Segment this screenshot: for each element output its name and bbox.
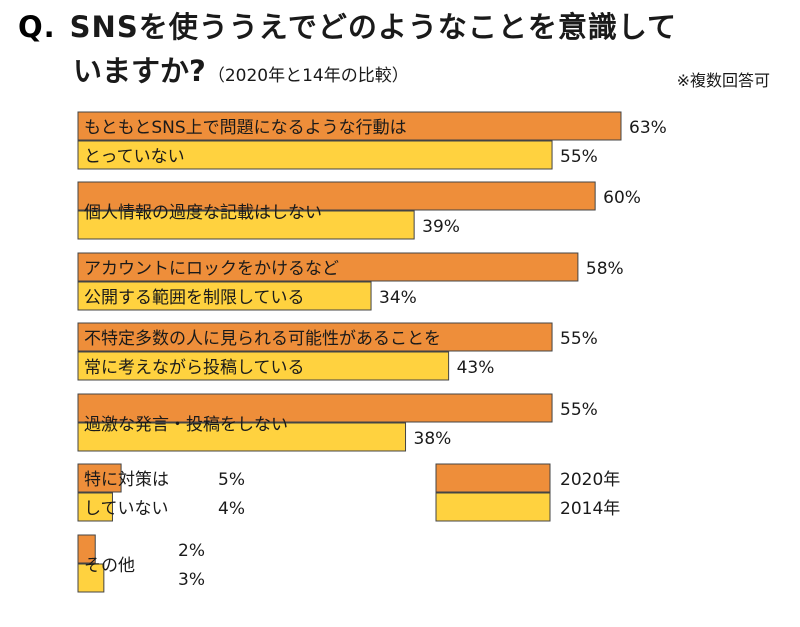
category-label: していない <box>84 499 169 519</box>
data-label: 4% <box>218 499 245 519</box>
bar-2020 <box>77 463 122 493</box>
data-label: 58% <box>586 259 624 279</box>
question-title-line-2: いますか? （2020年と14年の比較） <box>73 52 409 95</box>
bar-2014 <box>77 563 105 593</box>
bar-2020 <box>77 322 553 352</box>
category-label: 過激な発言・投稿をしない <box>84 415 288 435</box>
category-label: もともとSNS上で問題になるような行動は <box>84 118 407 138</box>
bar-2014 <box>77 492 113 522</box>
data-label: 55% <box>560 329 598 349</box>
data-label: 55% <box>560 147 598 167</box>
data-label: 60% <box>603 188 641 208</box>
legend: 2020年 2014年 <box>435 463 620 522</box>
data-label: 38% <box>414 429 452 449</box>
data-label: 39% <box>422 217 460 237</box>
title-line-2: いますか? <box>73 54 206 88</box>
category-label: 常に考えながら投稿している <box>84 358 305 378</box>
bar-group: 60% 39% 個人情報の過度な記載はしない <box>77 181 641 240</box>
category-label: とっていない <box>84 147 185 167</box>
bar-2014 <box>77 210 415 240</box>
category-label: 不特定多数の人に見られる可能性があることを <box>84 329 441 349</box>
category-label: その他 <box>84 556 135 576</box>
question-title: Q. SNSを使ううえでどのようなことを意識して <box>18 8 677 46</box>
data-label: 63% <box>629 118 667 138</box>
data-label: 43% <box>457 358 495 378</box>
category-label: 特に対策は <box>84 470 169 490</box>
multiple-answer-note: ※複数回答可 <box>676 71 770 90</box>
question-mark-label: Q. <box>18 10 56 44</box>
bar-2020 <box>77 393 553 423</box>
category-label: アカウントにロックをかけるなど <box>84 259 339 279</box>
category-label: 公開する範囲を制限している <box>84 288 305 308</box>
legend-label: 2020年 <box>560 470 620 490</box>
legend-label: 2014年 <box>560 499 620 519</box>
title-line-1: SNSを使ううえでどのようなことを意識して <box>69 10 677 44</box>
data-label: 3% <box>178 570 205 590</box>
bar-2020 <box>77 252 579 282</box>
legend-swatch-2020 <box>435 463 551 493</box>
bar-2014 <box>77 140 553 170</box>
bar-2020 <box>77 534 96 564</box>
data-label: 55% <box>560 400 598 420</box>
category-label: 個人情報の過度な記載はしない <box>84 203 322 223</box>
data-label: 34% <box>379 288 417 308</box>
bar-2014 <box>77 422 407 452</box>
bar-2020 <box>77 111 622 141</box>
bar-2020 <box>77 181 596 211</box>
bar-group: 2% 3% その他 <box>77 534 205 593</box>
legend-swatch-2014 <box>435 492 551 522</box>
bar-2014 <box>77 281 372 311</box>
data-label: 5% <box>218 470 245 490</box>
subtitle: （2020年と14年の比較） <box>207 66 409 86</box>
bar-group: 55% 38% 過激な発言・投稿をしない <box>77 393 598 452</box>
bar-2014 <box>77 351 450 381</box>
data-label: 2% <box>178 541 205 561</box>
